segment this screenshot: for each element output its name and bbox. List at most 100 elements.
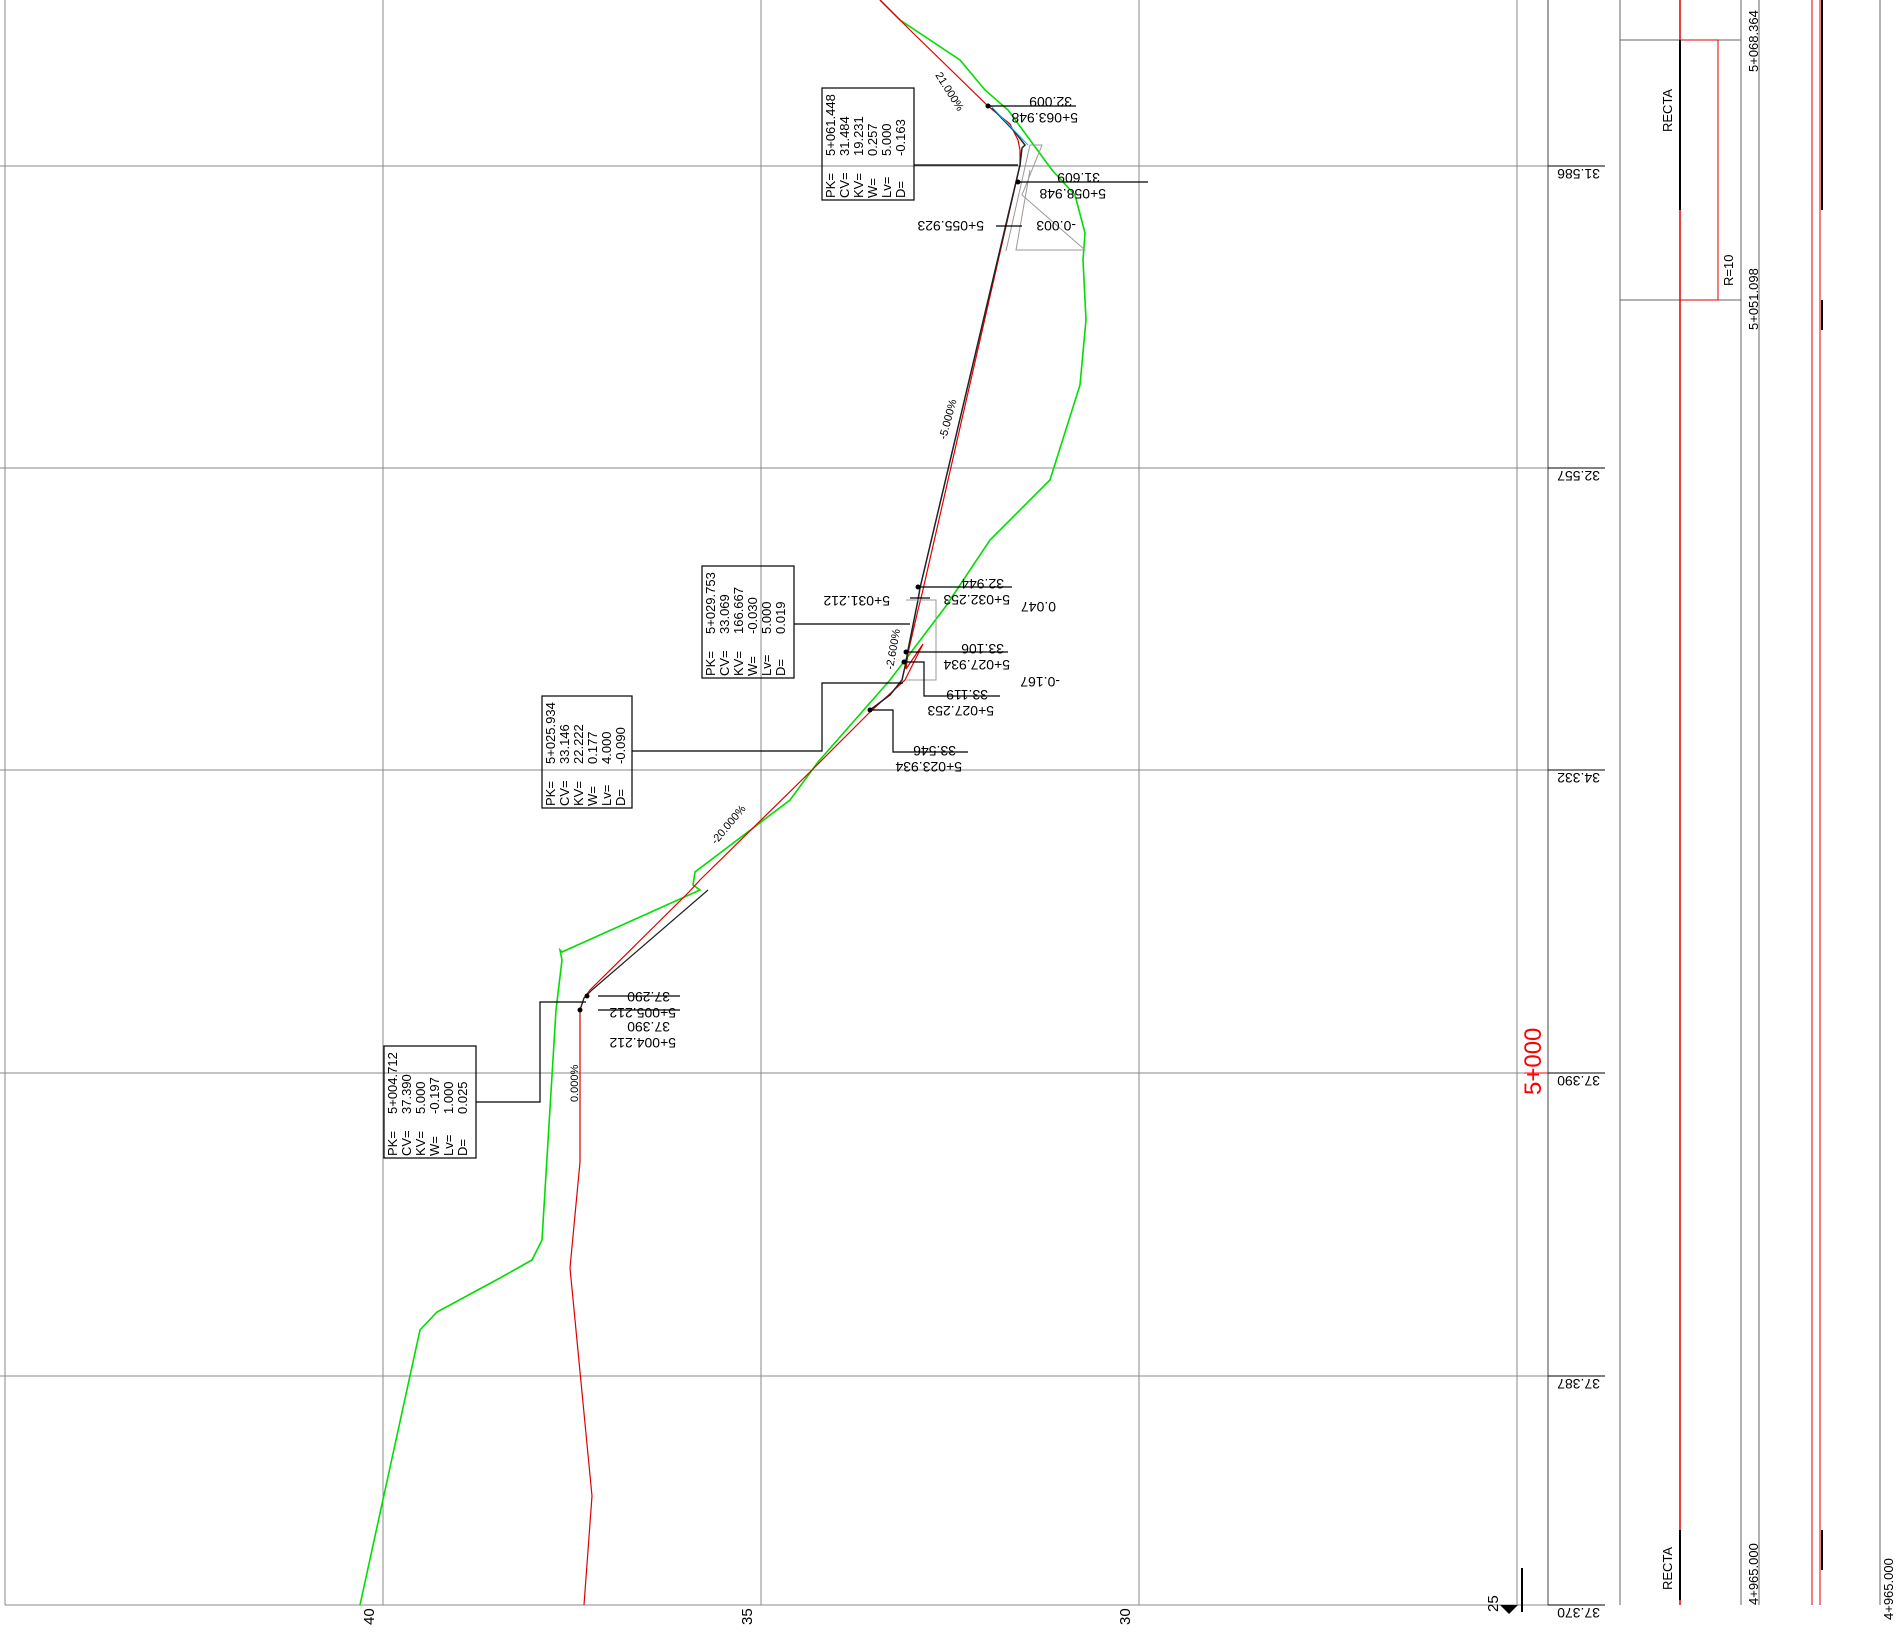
subgrade-elevation: 31.586 [1557, 166, 1600, 182]
vc-value-lv: 4.000 [599, 731, 614, 764]
vc-value-w: -0.197 [427, 1077, 442, 1114]
subgrade-profile-line [569, 0, 1021, 1606]
vc-station-label: 5+031.212 [823, 593, 890, 609]
grid [0, 0, 1549, 1606]
vc-cyan-line [989, 104, 1029, 146]
vc-key-kv: KV= [731, 651, 746, 676]
vc-value-lv: 5.000 [879, 123, 894, 156]
subgrade-elevation: 37.387 [1557, 1376, 1600, 1392]
vc-key-d: D= [893, 181, 908, 198]
point-elevation: 33.119 [946, 687, 988, 703]
alignment-recta-label: RECTA [1660, 1547, 1675, 1590]
vc-value-d: 0.025 [455, 1081, 470, 1114]
vc-value-w: 0.177 [585, 731, 600, 764]
station-marker: 5+000 [1520, 1028, 1547, 1095]
vc-key-cv: CV= [557, 780, 572, 806]
alignment-curve-label: R=10 [1721, 255, 1736, 286]
vc-value-cv: 33.069 [717, 594, 732, 634]
vertical-curve-box [821, 87, 915, 201]
vc-key-pk: PK= [823, 173, 838, 198]
vc-value-pk: 5+025.934 [543, 702, 558, 764]
alignment-recta-label: RECTA [1660, 89, 1675, 132]
vc-key-d: D= [773, 659, 788, 676]
point-station: 5+027.934 [943, 657, 1010, 673]
vc-value-pk: 5+004.712 [385, 1052, 400, 1114]
vc-key-w: W= [585, 786, 600, 806]
vc-key-kv: KV= [851, 173, 866, 198]
point-station: 5+063.948 [1011, 110, 1078, 126]
x-axis-label: 35 [739, 1608, 756, 1625]
alignment-station: 5+051.098 [1746, 268, 1761, 330]
vc-key-w: W= [427, 1136, 442, 1156]
vc-key-pk: PK= [543, 781, 558, 806]
vc-key-lv: Lv= [599, 785, 614, 806]
point-elevation: 31.609 [1057, 170, 1100, 186]
vc-guide-lines [1005, 144, 1087, 252]
point-elevation: 37.390 [627, 1019, 670, 1035]
vc-value-d: 0.019 [773, 601, 788, 634]
vertical-points [577, 103, 1021, 1013]
vc-key-kv: KV= [413, 1131, 428, 1156]
vc-value-cv: 33.146 [557, 724, 572, 764]
scale-label: 25 [1485, 1595, 1502, 1612]
point-elevation: 33.546 [913, 743, 956, 759]
vc-value-pk: 5+061.448 [823, 94, 838, 156]
subgrade-elevation: 37.390 [1557, 1073, 1600, 1089]
vc-key-cv: CV= [399, 1130, 414, 1156]
leader-lines [476, 105, 1148, 1103]
point-elevation: 32.944 [961, 576, 1004, 592]
point-station: 5+058.948 [1039, 186, 1106, 202]
alignment-station: 5+068.364 [1746, 10, 1761, 72]
terrain-profile-line [359, 0, 1087, 1606]
vc-key-lv: Lv= [759, 655, 774, 676]
vc-value-kv: 166.667 [731, 587, 746, 634]
scale-bar [1521, 1568, 1523, 1612]
vertical-curve-box [541, 695, 633, 809]
vc-guide-box [906, 599, 937, 681]
vc-value-lv: 5.000 [759, 601, 774, 634]
point-elevation: 33.106 [961, 641, 1004, 657]
grade-label: 21.000% [932, 70, 965, 113]
subgrade-elevation: 32.557 [1557, 468, 1600, 484]
point-station: 5+023.934 [895, 759, 962, 775]
point-station: 5+027.253 [927, 703, 994, 719]
vc-offset-label: -0.003 [1036, 218, 1076, 234]
vc-station-label: 5+055.923 [917, 218, 984, 234]
vertical-curve-box [383, 1045, 477, 1159]
vc-value-d: -0.163 [893, 119, 908, 156]
vc-value-kv: 22.222 [571, 724, 586, 764]
vc-value-kv: 19.231 [851, 116, 866, 156]
point-station: 5+004.212 [609, 1035, 676, 1051]
alignment-station: 4+965.000 [1746, 1543, 1761, 1605]
grade-label: 0.000% [569, 1064, 581, 1102]
subgrade-elevation: 34.332 [1557, 770, 1600, 786]
vc-value-d: -0.090 [613, 727, 628, 764]
vc-offset-label: 0.047 [1021, 599, 1056, 615]
vc-value-cv: 37.390 [399, 1074, 414, 1114]
point-station: 5+005.212 [609, 1005, 676, 1021]
point-elevation: 32.009 [1029, 94, 1072, 110]
vc-key-w: W= [745, 656, 760, 676]
vc-key-pk: PK= [703, 651, 718, 676]
x-axis-label: 40 [361, 1608, 378, 1625]
vc-value-cv: 31.484 [837, 116, 852, 156]
alignment-station: 4+965.000 [1881, 1558, 1896, 1620]
vc-key-d: D= [455, 1139, 470, 1156]
vertical-curve-box [701, 565, 795, 679]
x-axis-label: 30 [1117, 1608, 1134, 1625]
alignment-strip [1619, 0, 1881, 1605]
grade-label: -2.600% [884, 628, 903, 671]
vc-key-lv: Lv= [879, 177, 894, 198]
point-station: 5+032.253 [943, 592, 1010, 608]
point-elevation: 37.290 [627, 989, 670, 1005]
vc-value-pk: 5+029.753 [703, 572, 718, 634]
vc-key-lv: Lv= [441, 1135, 456, 1156]
vc-key-cv: CV= [837, 172, 852, 198]
vc-key-kv: KV= [571, 781, 586, 806]
vc-value-w: -0.030 [745, 597, 760, 634]
subgrade-elevation: 37.370 [1557, 1605, 1600, 1621]
vc-value-kv: 5.000 [413, 1081, 428, 1114]
scale-arrow-icon [1500, 1605, 1518, 1614]
vc-value-lv: 1.000 [441, 1081, 456, 1114]
